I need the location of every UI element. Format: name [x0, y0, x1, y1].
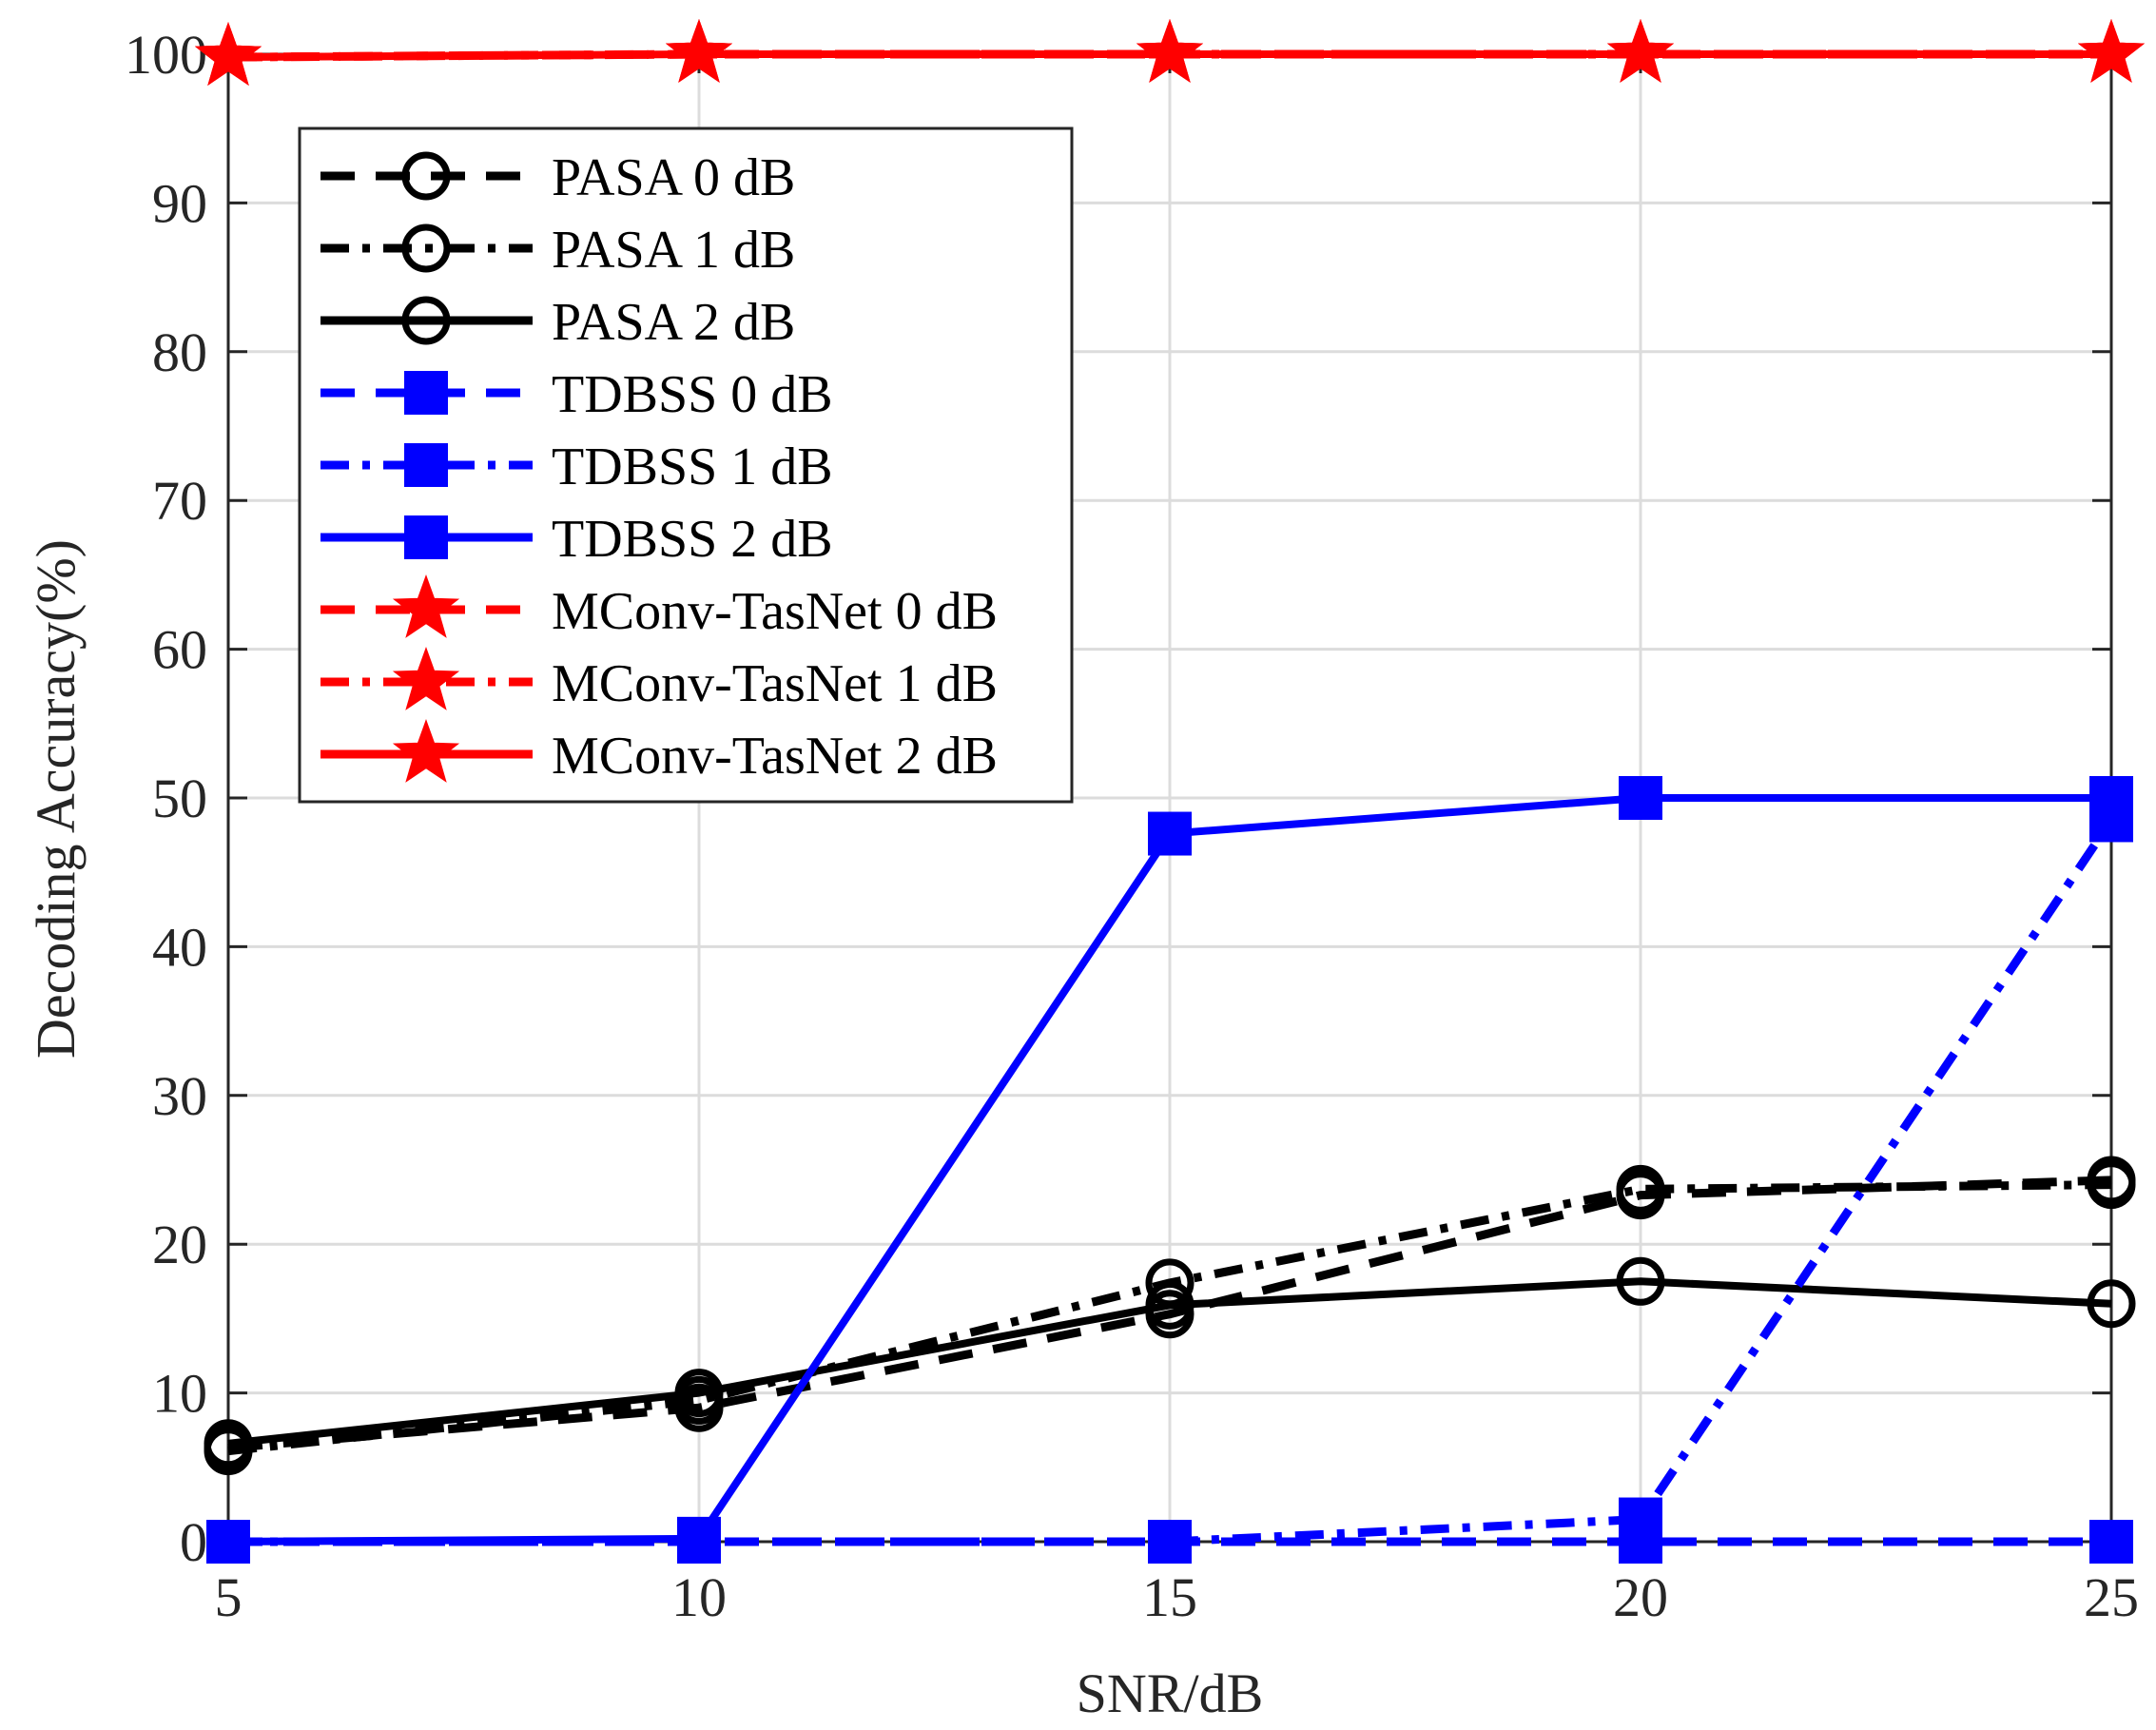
series-line: [227, 1176, 2112, 1452]
legend-star-marker: [392, 574, 460, 638]
legend-square-marker: [404, 515, 448, 559]
circle-marker: [1616, 1164, 1665, 1214]
legend-entry-1: PASA 0 dB: [320, 148, 795, 207]
legend-label: TDBSS 0 dB: [552, 365, 833, 424]
circle-marker: [2087, 1279, 2136, 1329]
legend-square-marker: [404, 443, 448, 487]
legend: PASA 0 dB PASA 1 dB PASA 2 dB TDBSS 0 dB TDB…: [298, 126, 1074, 804]
y-tick-label: 40: [152, 916, 207, 978]
x-tick-label: 5: [215, 1566, 243, 1628]
star-marker: [1606, 19, 1675, 83]
star-marker: [2077, 19, 2146, 83]
legend-label: MConv-TasNet 2 dB: [552, 727, 998, 786]
square-marker: [677, 1516, 721, 1561]
star-marker: [665, 19, 733, 83]
y-tick-label: 20: [152, 1214, 207, 1275]
x-axis-label: SNR/dB: [1077, 1662, 1264, 1724]
circle-marker: [674, 1369, 724, 1418]
legend-label: PASA 2 dB: [552, 293, 795, 352]
square-marker: [1148, 811, 1192, 856]
legend-star-marker: [392, 647, 460, 710]
legend-circle-marker: [401, 224, 451, 273]
y-tick-label: 100: [125, 24, 207, 86]
x-tick-label: 20: [1613, 1566, 1668, 1628]
legend-label: PASA 0 dB: [552, 148, 795, 207]
y-tick-label: 70: [152, 470, 207, 532]
legend-label: MConv-TasNet 1 dB: [552, 654, 998, 713]
legend-circle-marker: [401, 151, 451, 201]
legend-entry-7: MConv-TasNet 0 dB: [320, 574, 998, 641]
y-tick-label: 0: [180, 1511, 207, 1573]
legend-square-marker: [404, 371, 448, 415]
x-tick-label: 10: [671, 1566, 727, 1628]
legend-star-marker: [392, 719, 460, 783]
square-marker: [206, 1520, 250, 1564]
square-marker: [1619, 1497, 1662, 1542]
star-marker: [194, 22, 262, 86]
square-marker: [2089, 1520, 2133, 1564]
legend-entry-2: PASA 1 dB: [320, 221, 795, 280]
series-6: [206, 776, 2133, 1564]
series-line: [227, 1277, 2112, 1448]
y-tick-label: 30: [152, 1065, 207, 1127]
y-tick-label: 50: [152, 768, 207, 829]
x-tick-label: 15: [1142, 1566, 1197, 1628]
x-tick-label: 25: [2084, 1566, 2139, 1628]
legend-label: PASA 1 dB: [552, 221, 795, 280]
y-axis-label: Decoding Accuracy(%): [25, 539, 87, 1059]
series-3: [204, 1256, 2136, 1468]
legend-entry-3: PASA 2 dB: [320, 293, 795, 352]
y-tick-label: 10: [152, 1363, 207, 1425]
square-marker: [1619, 776, 1662, 820]
legend-entry-5: TDBSS 1 dB: [320, 437, 833, 496]
y-tick-label: 60: [152, 619, 207, 681]
circle-marker: [1616, 1256, 1665, 1306]
square-marker: [2089, 776, 2133, 820]
legend-circle-marker: [401, 296, 451, 345]
legend-label: MConv-TasNet 0 dB: [552, 582, 998, 641]
star-marker: [1136, 19, 1204, 83]
legend-entry-8: MConv-TasNet 1 dB: [320, 647, 998, 713]
legend-entry-9: MConv-TasNet 2 dB: [320, 719, 998, 786]
series-group: [194, 19, 2146, 1564]
legend-label: TDBSS 2 dB: [552, 510, 833, 569]
legend-entry-6: TDBSS 2 dB: [320, 510, 833, 569]
series-9: [194, 19, 2146, 86]
y-tick-label: 90: [152, 172, 207, 234]
legend-entry-4: TDBSS 0 dB: [320, 365, 833, 424]
circle-marker: [2087, 1160, 2136, 1210]
square-marker: [1148, 1520, 1192, 1564]
legend-label: TDBSS 1 dB: [552, 437, 833, 496]
circle-marker: [1145, 1280, 1195, 1330]
y-tick-label: 80: [152, 321, 207, 383]
circle-marker: [204, 1419, 253, 1468]
